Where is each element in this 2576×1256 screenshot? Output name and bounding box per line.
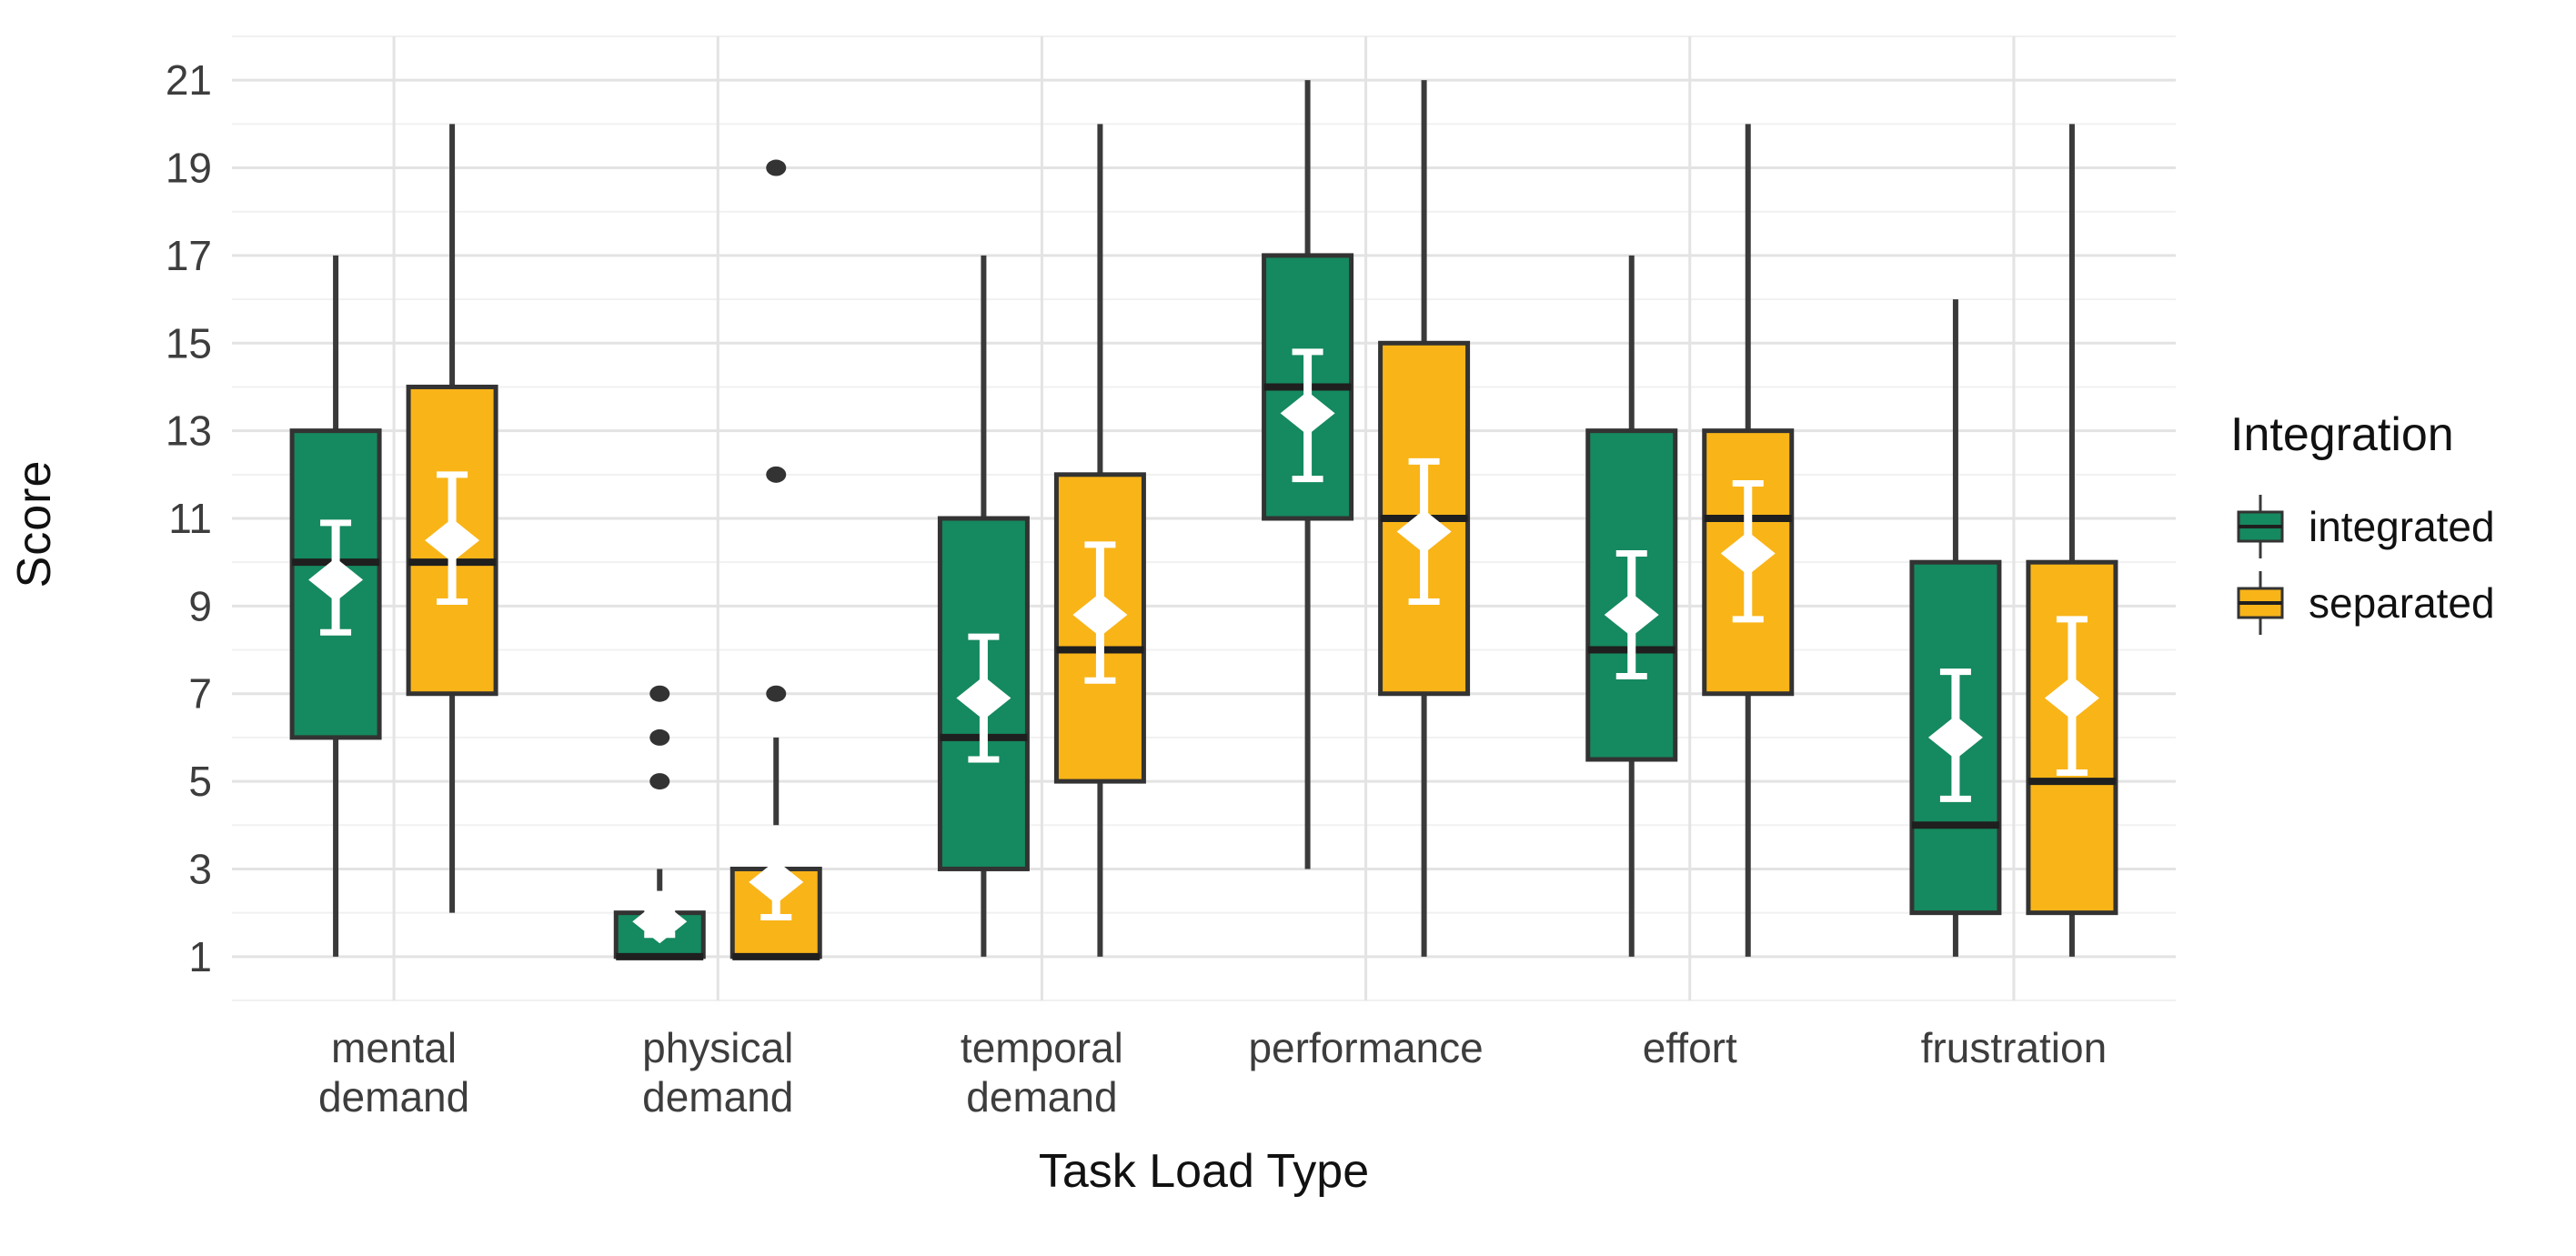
y-tick-label: 21 bbox=[166, 56, 212, 104]
outlier-point bbox=[649, 728, 670, 746]
legend-title: Integration bbox=[2230, 408, 2454, 461]
mean-diamond bbox=[1072, 593, 1128, 637]
x-category-label: demand bbox=[966, 1073, 1117, 1120]
y-tick-label: 17 bbox=[166, 232, 212, 279]
mean-diamond bbox=[425, 518, 480, 563]
boxplot-key-icon bbox=[2237, 571, 2284, 635]
mean-diamond bbox=[308, 558, 364, 602]
mean-diamond bbox=[1927, 715, 1983, 759]
boxplot-key-icon bbox=[2237, 495, 2284, 558]
y-tick-label: 11 bbox=[168, 495, 212, 542]
outlier-point bbox=[766, 466, 787, 483]
y-tick-label: 15 bbox=[166, 319, 212, 367]
y-tick-label: 13 bbox=[166, 407, 212, 455]
mean-diamond bbox=[1604, 593, 1659, 637]
x-category-label: mental bbox=[331, 1024, 457, 1071]
x-category-label: performance bbox=[1248, 1024, 1483, 1071]
x-category-label: frustration bbox=[1921, 1024, 2108, 1071]
legend-label: separated bbox=[2309, 579, 2495, 627]
y-axis-title: Score bbox=[8, 459, 61, 588]
y-tick-label: 7 bbox=[188, 670, 212, 718]
x-category-label: effort bbox=[1643, 1024, 1737, 1071]
y-tick-label: 5 bbox=[188, 758, 212, 805]
mean-diamond bbox=[632, 899, 688, 944]
legend-label: integrated bbox=[2309, 503, 2495, 550]
mean-diamond bbox=[749, 859, 804, 904]
outlier-point bbox=[649, 773, 670, 790]
outlier-point bbox=[766, 685, 787, 702]
x-category-label: physical bbox=[642, 1024, 793, 1071]
y-tick-label: 9 bbox=[188, 582, 212, 629]
legend-item-separated: separated bbox=[2230, 569, 2572, 637]
mean-diamond bbox=[1396, 509, 1452, 554]
x-category-label: demand bbox=[642, 1073, 793, 1120]
mean-diamond bbox=[1720, 531, 1776, 576]
y-tick-label: 19 bbox=[166, 145, 212, 192]
mean-diamond bbox=[956, 676, 1011, 720]
x-category-label: demand bbox=[318, 1073, 469, 1120]
legend-item-integrated: integrated bbox=[2230, 493, 2572, 560]
mean-diamond bbox=[2044, 676, 2099, 720]
x-axis-title: Task Load Type bbox=[1038, 1145, 1370, 1198]
legend: Integration integrated separated bbox=[2230, 407, 2572, 646]
mean-diamond bbox=[1280, 391, 1335, 436]
outlier-point bbox=[649, 685, 670, 702]
x-category-label: temporal bbox=[961, 1024, 1123, 1071]
outlier-point bbox=[766, 159, 787, 176]
y-tick-label: 3 bbox=[188, 845, 212, 892]
y-tick-label: 1 bbox=[188, 933, 212, 980]
